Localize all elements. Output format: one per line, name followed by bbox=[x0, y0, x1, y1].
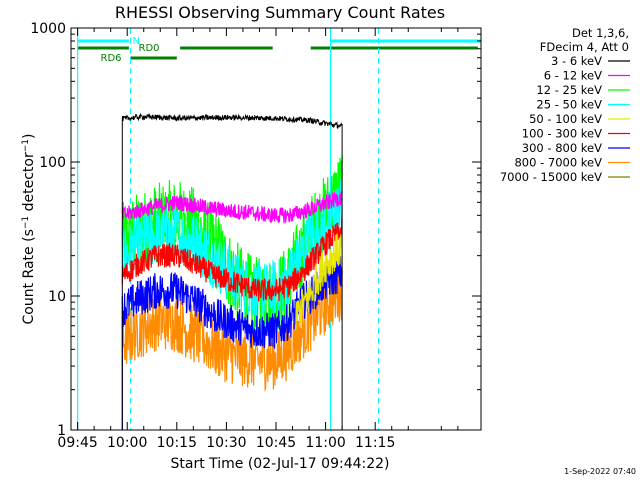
flag-label-n: N bbox=[133, 36, 140, 47]
series-line bbox=[121, 256, 343, 430]
legend-item: 6 - 12 keV bbox=[544, 69, 602, 83]
chart-title: RHESSI Observing Summary Count Rates bbox=[115, 3, 445, 22]
flag-label-rd0: RD0 bbox=[139, 43, 160, 54]
legend-item: 3 - 6 keV bbox=[551, 54, 602, 68]
legend-item: 300 - 800 keV bbox=[522, 141, 602, 155]
y-tick-label: 1 bbox=[57, 423, 66, 439]
legend-item: 7000 - 15000 keV bbox=[500, 170, 602, 184]
flag-label-rd6: RD6 bbox=[101, 53, 122, 64]
y-tick-label: 10 bbox=[48, 289, 66, 305]
legend-item: 800 - 7000 keV bbox=[514, 156, 602, 170]
x-tick-label: 10:15 bbox=[157, 435, 197, 451]
series-line bbox=[121, 178, 343, 320]
series-line bbox=[295, 233, 343, 330]
x-tick-label: 10:45 bbox=[256, 435, 296, 451]
series-line bbox=[121, 218, 343, 302]
y-axis-label: Count Rate (s−1 detector−1) bbox=[21, 134, 37, 325]
y-tick-label: 100 bbox=[39, 155, 66, 171]
x-tick-label: 11:15 bbox=[355, 435, 395, 451]
x-tick-label: 11:00 bbox=[305, 435, 345, 451]
legend-header: FDecim 4, Att 0 bbox=[540, 40, 629, 54]
x-tick-label: 10:30 bbox=[206, 435, 246, 451]
x-tick-label: 10:00 bbox=[107, 435, 147, 451]
x-tick-label: 09:45 bbox=[57, 435, 97, 451]
x-axis-label: Start Time (02-Jul-17 09:44:22) bbox=[170, 456, 389, 472]
series-line bbox=[121, 112, 343, 430]
footer-timestamp: 1-Sep-2022 07:40 bbox=[564, 467, 636, 476]
series-line bbox=[121, 191, 343, 224]
legend-item: 100 - 300 keV bbox=[522, 127, 602, 141]
legend-item: 50 - 100 keV bbox=[529, 112, 602, 126]
series-line bbox=[121, 266, 343, 392]
legend-header: Det 1,3,6, bbox=[572, 26, 629, 40]
legend-item: 12 - 25 keV bbox=[536, 83, 602, 97]
y-tick-label: 1000 bbox=[30, 21, 66, 37]
legend-item: 25 - 50 keV bbox=[536, 98, 602, 112]
